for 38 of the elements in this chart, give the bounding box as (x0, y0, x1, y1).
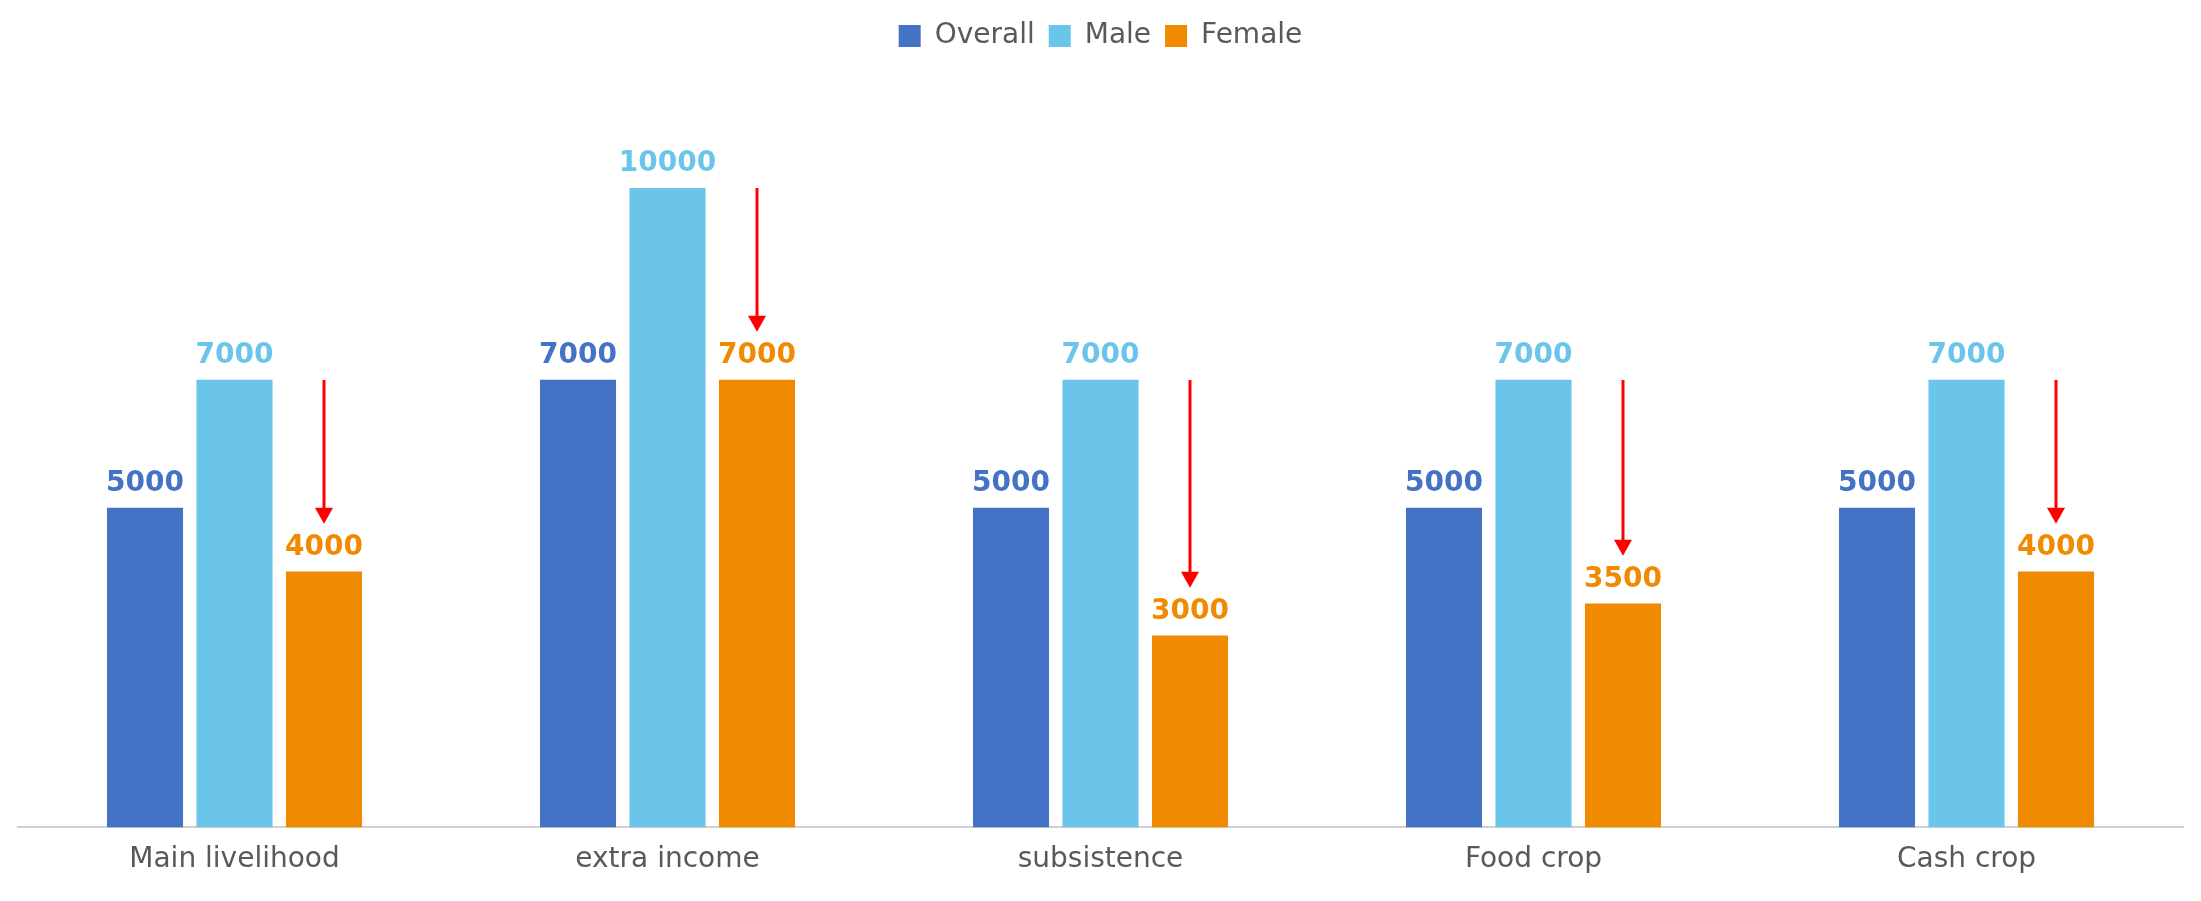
bar (1062, 379, 1139, 828)
bar (1405, 507, 1483, 828)
x-tick-label: Food crop (1464, 841, 1603, 875)
data-label: 4000 (2017, 528, 2095, 562)
data-label: 3000 (1151, 592, 1229, 626)
data-label: 7000 (1494, 337, 1573, 371)
bar (718, 379, 796, 828)
data-label: 10000 (618, 145, 717, 179)
bar (539, 379, 617, 828)
data-label: 5000 (972, 464, 1050, 498)
data-label: 3500 (1584, 560, 1662, 594)
bar (2017, 571, 2095, 828)
legend-label: Female (1201, 17, 1303, 51)
legend-label: Overall (934, 17, 1035, 51)
bar (1151, 635, 1229, 828)
data-label: 7000 (195, 337, 274, 371)
data-label: 5000 (1405, 464, 1483, 498)
data-label: 4000 (285, 528, 363, 562)
bar (196, 379, 273, 828)
bar (1495, 379, 1572, 828)
bar (106, 507, 184, 828)
bar (285, 571, 363, 828)
x-tick-label: Main livelihood (129, 841, 340, 875)
bar (1928, 379, 2005, 828)
legend-label: Male (1084, 17, 1152, 51)
bar (1838, 507, 1916, 828)
x-tick-label: extra income (575, 841, 760, 875)
bar (972, 507, 1050, 828)
x-tick-label: subsistence (1017, 841, 1184, 875)
data-label: 7000 (1927, 337, 2006, 371)
data-label: 7000 (539, 337, 617, 371)
bar (629, 187, 706, 828)
data-label: 5000 (106, 464, 184, 498)
data-label: 7000 (1061, 337, 1140, 371)
data-label: 7000 (718, 337, 796, 371)
x-tick-label: Cash crop (1896, 841, 2037, 875)
data-label: 5000 (1838, 464, 1916, 498)
bar (1584, 603, 1662, 828)
